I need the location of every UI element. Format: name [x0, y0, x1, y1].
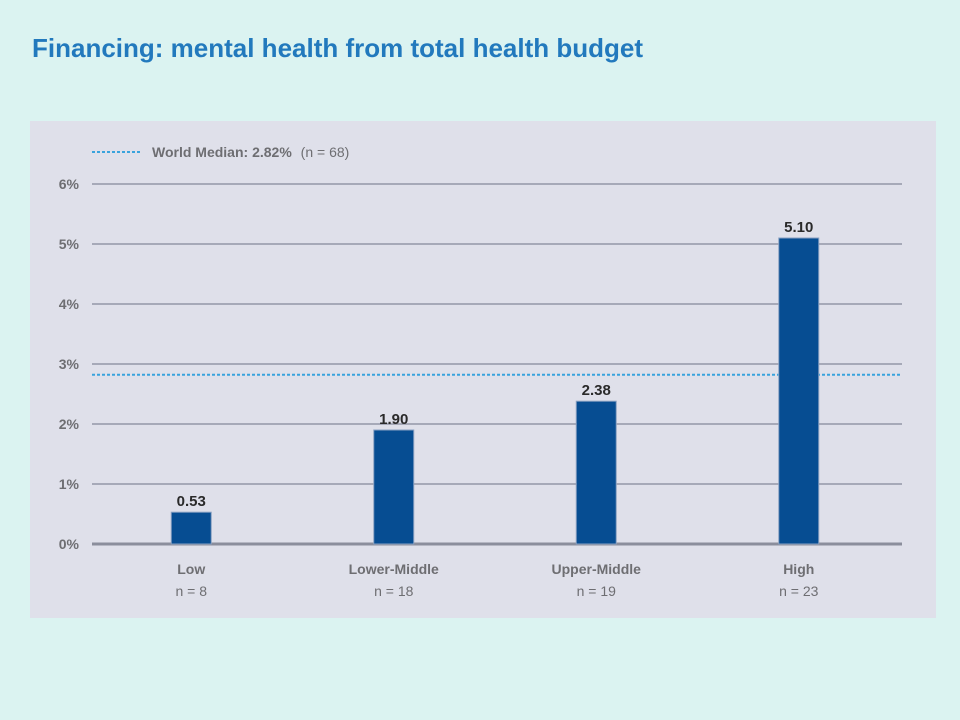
- x-category-label: Upper-Middle: [552, 561, 642, 577]
- bar-value-labels: 0.53 1.90 2.38 5.10: [177, 219, 814, 510]
- x-axis-categories: Low n = 8 Lower-Middle n = 18 Upper-Middle n …: [175, 561, 818, 599]
- x-category-label: High: [783, 561, 814, 577]
- bar-value-label: 5.10: [784, 219, 813, 236]
- y-tick-label: 2%: [59, 416, 80, 432]
- y-tick-label: 4%: [59, 296, 80, 312]
- bar-value-label: 1.90: [379, 411, 408, 428]
- bar-value-label: 2.38: [582, 382, 611, 399]
- svg-text:World Median: 2.82% (n: World Median: 2.82% (n = 68): [152, 144, 349, 160]
- x-category-sample-size: n = 8: [175, 583, 207, 599]
- legend-label: World Median: 2.82%: [152, 144, 292, 160]
- y-tick-label: 6%: [59, 176, 80, 192]
- x-category-sample-size: n = 19: [577, 583, 617, 599]
- bar-lower-middle: [373, 429, 415, 545]
- bars: [170, 237, 820, 545]
- x-category-label: Lower-Middle: [349, 561, 439, 577]
- bar-high: [778, 237, 820, 545]
- x-category-label: Low: [177, 561, 205, 577]
- y-tick-label: 1%: [59, 476, 80, 492]
- legend-note: (n = 68): [301, 144, 350, 160]
- bar-low: [170, 511, 212, 545]
- gridlines: [92, 183, 902, 546]
- bar-chart: 0.53 1.90 2.38 5.10 0% 1% 2% 3% 4% 5% 6% Low n = 8…: [59, 144, 902, 599]
- bar-upper-middle: [575, 400, 617, 545]
- slide-title: Financing: mental health from total heal…: [32, 33, 644, 63]
- bar-value-label: 0.53: [177, 493, 206, 510]
- y-tick-label: 0%: [59, 536, 80, 552]
- x-category-sample-size: n = 18: [374, 583, 414, 599]
- y-tick-label: 3%: [59, 356, 80, 372]
- x-category-sample-size: n = 23: [779, 583, 819, 599]
- legend: World Median: 2.82% (n = 68): [92, 144, 349, 160]
- y-tick-label: 5%: [59, 236, 80, 252]
- y-axis-ticks: 0% 1% 2% 3% 4% 5% 6%: [59, 176, 80, 552]
- chart-panel: 0.53 1.90 2.38 5.10 0% 1% 2% 3% 4% 5% 6% Low n = 8…: [30, 121, 936, 618]
